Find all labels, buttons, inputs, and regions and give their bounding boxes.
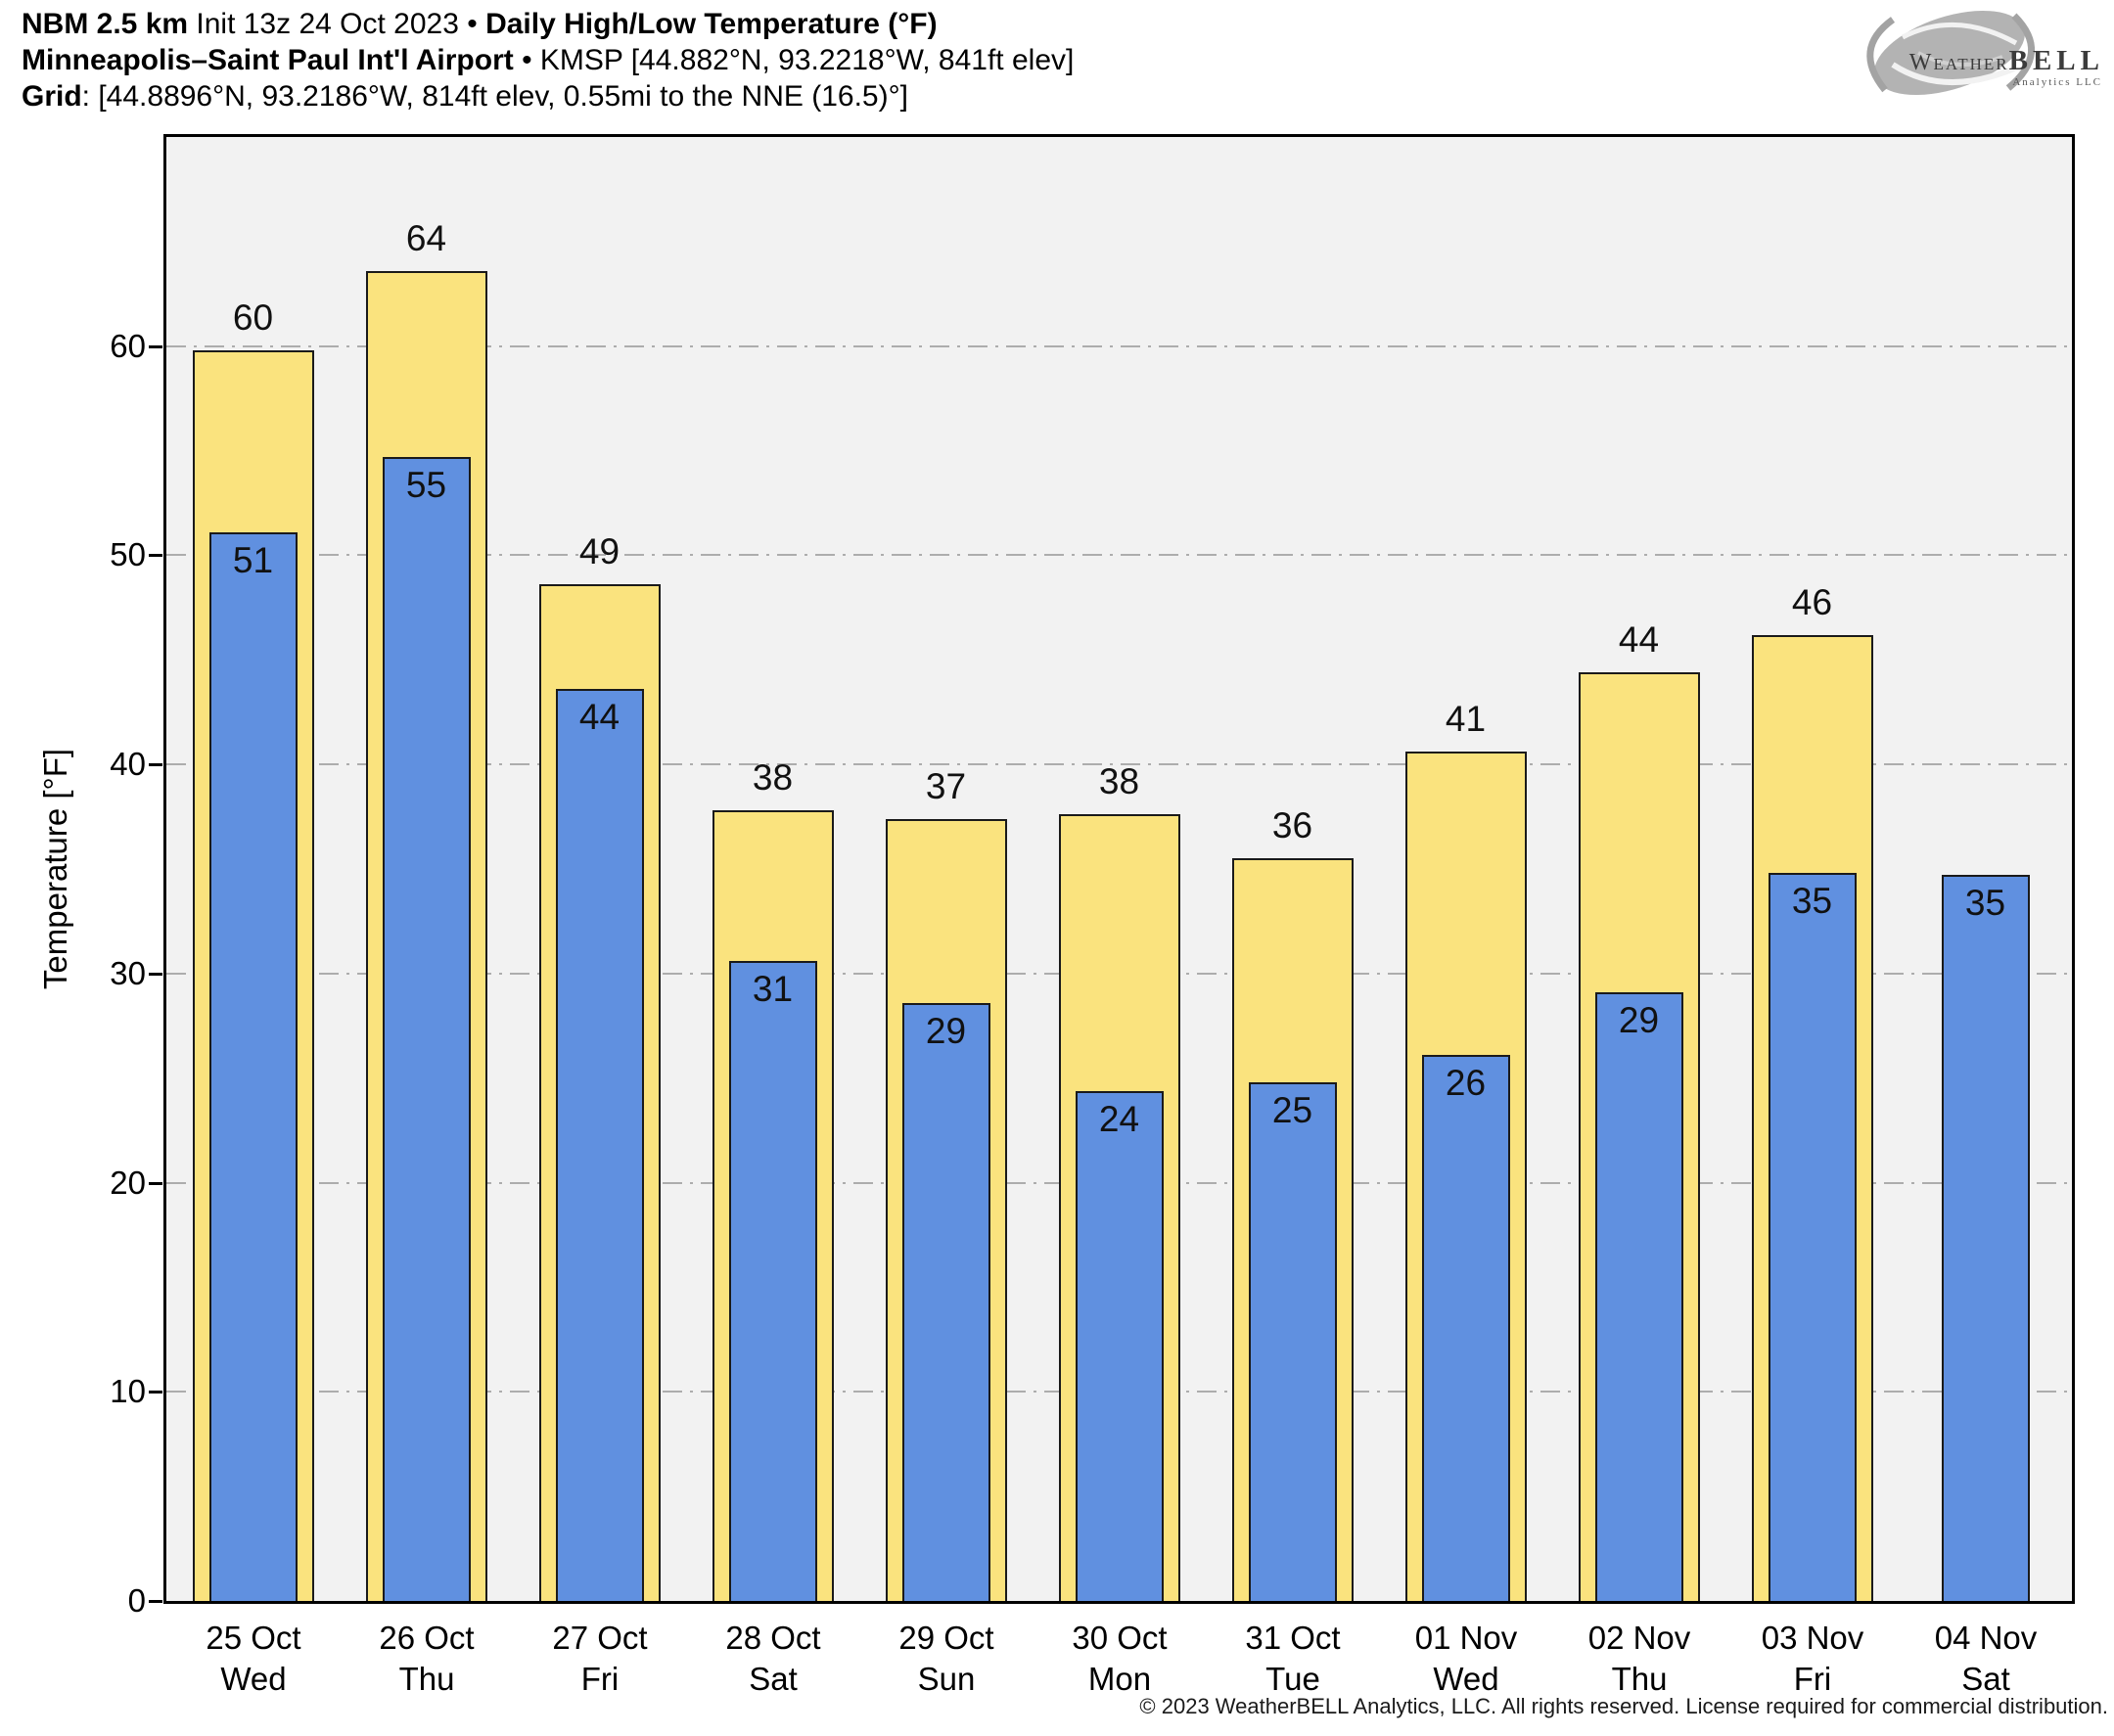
- x-label-weekday: Tue: [1265, 1661, 1320, 1697]
- y-tick-mark-50: [149, 554, 162, 558]
- high-value-label: 38: [1098, 761, 1140, 802]
- low-bar-26-Oct: [382, 456, 471, 1601]
- low-value-label: 26: [1445, 1063, 1487, 1104]
- product-title: Daily High/Low Temperature (°F): [485, 8, 938, 40]
- x-label-date: 04 Nov: [1934, 1620, 2038, 1656]
- y-tick-label-10: 10: [110, 1373, 146, 1410]
- low-value-label: 44: [578, 697, 620, 738]
- y-tick-label-50: 50: [110, 536, 146, 573]
- y-tick-mark-30: [149, 972, 162, 976]
- hurricane-swirl-icon: [1866, 10, 2035, 96]
- x-label-date: 03 Nov: [1761, 1620, 1864, 1656]
- x-label-date: 29 Oct: [898, 1620, 994, 1656]
- x-label-date: 01 Nov: [1414, 1620, 1518, 1656]
- title-line-2: Minneapolis–Saint Paul Int'l Airport • K…: [22, 42, 1074, 78]
- logo-wordmark: WeatherBELL: [1909, 45, 2104, 77]
- station-details: • KMSP [44.882°N, 93.2218°W, 841ft elev]: [513, 44, 1075, 76]
- x-label-weekday: Fri: [1793, 1661, 1832, 1697]
- low-value-label: 25: [1271, 1090, 1313, 1130]
- low-value-label: 29: [925, 1010, 967, 1051]
- y-tick-mark-60: [149, 344, 162, 348]
- station-name: Minneapolis–Saint Paul Int'l Airport: [22, 44, 514, 76]
- x-label-date: 27 Oct: [552, 1620, 648, 1656]
- high-value-label: 60: [232, 297, 274, 338]
- high-value-label: 44: [1618, 619, 1660, 661]
- low-bar-27-Oct: [555, 689, 644, 1601]
- y-tick-mark-0: [149, 1600, 162, 1603]
- weatherbell-logo: WeatherBELL Analytics LLC: [1860, 2, 2110, 102]
- high-value-label: 46: [1791, 581, 1833, 622]
- title-line-1: NBM 2.5 km Init 13z 24 Oct 2023 • Daily …: [22, 6, 1074, 42]
- high-value-label: 41: [1445, 699, 1487, 740]
- y-tick-mark-10: [149, 1391, 162, 1394]
- x-label-weekday: Thu: [398, 1661, 455, 1697]
- x-label-weekday: Sat: [1961, 1661, 2010, 1697]
- x-label-weekday: Sat: [749, 1661, 798, 1697]
- low-bar-29-Oct: [901, 1002, 990, 1601]
- logo-weather: Weather: [1908, 50, 2009, 75]
- x-label-date: 25 Oct: [206, 1620, 301, 1656]
- x-label-weekday: Wed: [1433, 1661, 1499, 1697]
- low-bar-03-Nov: [1768, 873, 1857, 1601]
- y-tick-label-60: 60: [110, 327, 146, 364]
- low-value-label: 29: [1618, 1000, 1660, 1041]
- y-tick-mark-20: [149, 1181, 162, 1185]
- low-bar-01-Nov: [1421, 1055, 1510, 1601]
- low-value-label: 55: [405, 464, 447, 505]
- plot-area: 60 51 64 55 49 44 38 31 37 29 38 24 36 25 41 26 44 29 46 35…: [163, 134, 2075, 1604]
- gridline-40: [166, 763, 2072, 766]
- x-label-date: 28 Oct: [725, 1620, 821, 1656]
- low-bar-30-Oct: [1075, 1090, 1164, 1601]
- low-bar-25-Oct: [208, 531, 298, 1601]
- x-label-weekday: Thu: [1611, 1661, 1668, 1697]
- low-bar-28-Oct: [728, 961, 817, 1601]
- x-label-weekday: Mon: [1087, 1661, 1152, 1697]
- grid-label: Grid: [22, 80, 82, 113]
- logo-bell: BELL: [2008, 45, 2104, 76]
- model-name: NBM 2.5 km: [22, 8, 189, 40]
- x-label-date: 02 Nov: [1587, 1620, 1691, 1656]
- high-value-label: 38: [752, 757, 794, 799]
- y-tick-label-0: 0: [127, 1582, 146, 1619]
- low-bar-02-Nov: [1594, 992, 1683, 1601]
- x-label-date: 26 Oct: [379, 1620, 475, 1656]
- logo-subtext: Analytics LLC: [2012, 76, 2102, 88]
- low-value-label: 24: [1098, 1098, 1140, 1139]
- x-label-date: 30 Oct: [1072, 1620, 1168, 1656]
- y-tick-label-40: 40: [110, 746, 146, 783]
- gridline-60: [166, 344, 2072, 347]
- low-bar-31-Oct: [1248, 1082, 1337, 1601]
- high-value-label: 37: [925, 765, 967, 806]
- y-tick-mark-40: [149, 763, 162, 767]
- low-bar-04-Nov: [1941, 875, 2030, 1601]
- high-value-label: 36: [1271, 805, 1313, 846]
- chart-header: NBM 2.5 km Init 13z 24 Oct 2023 • Daily …: [22, 6, 1074, 114]
- init-time: Init 13z 24 Oct 2023 •: [188, 8, 486, 40]
- grid-details: : [44.8896°N, 93.2186°W, 814ft elev, 0.5…: [81, 80, 908, 113]
- low-value-label: 51: [232, 539, 274, 580]
- high-value-label: 49: [578, 531, 620, 572]
- x-label-weekday: Sun: [917, 1661, 976, 1697]
- y-tick-label-20: 20: [110, 1164, 146, 1201]
- gridline-50: [166, 554, 2072, 557]
- x-label-weekday: Wed: [220, 1661, 287, 1697]
- high-value-label: 64: [405, 217, 447, 258]
- x-label-date: 31 Oct: [1245, 1620, 1341, 1656]
- low-value-label: 31: [752, 969, 794, 1010]
- x-label-weekday: Fri: [580, 1661, 620, 1697]
- y-tick-label-30: 30: [110, 954, 146, 991]
- low-value-label: 35: [1791, 881, 1833, 922]
- title-line-3: Grid: [44.8896°N, 93.2186°W, 814ft elev,…: [22, 78, 1074, 114]
- low-value-label: 35: [1964, 883, 2006, 924]
- copyright-notice: © 2023 WeatherBELL Analytics, LLC. All r…: [1139, 1694, 2108, 1718]
- y-axis-title: Temperature [°F]: [37, 748, 73, 990]
